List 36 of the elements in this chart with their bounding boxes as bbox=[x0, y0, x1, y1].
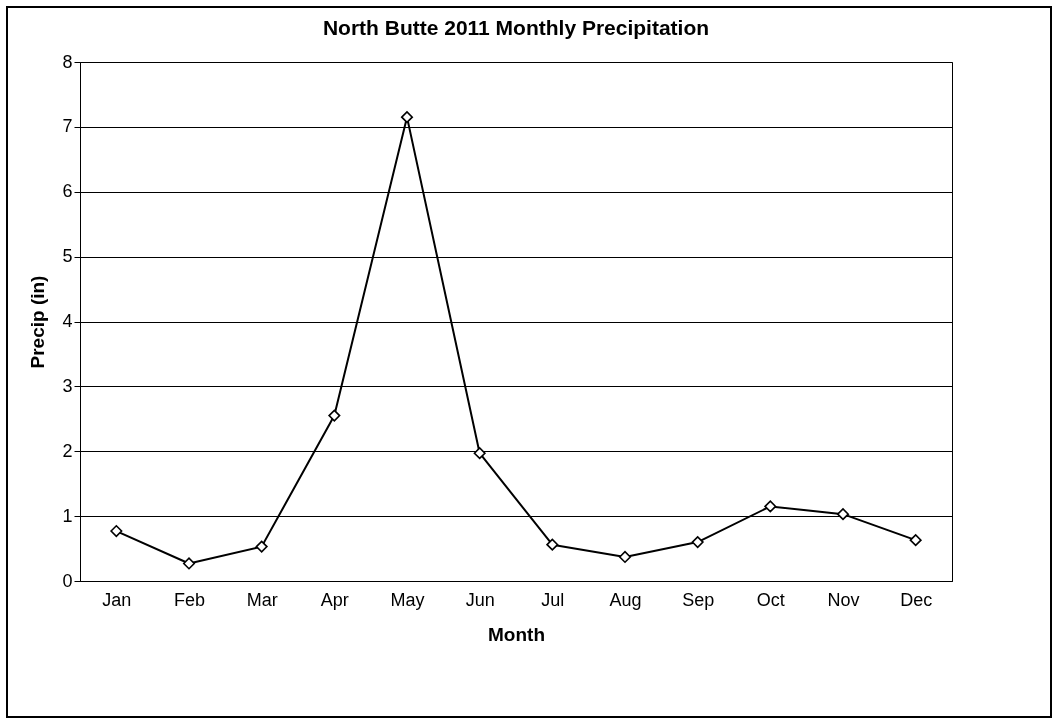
x-tick-label: Apr bbox=[320, 589, 349, 610]
point bbox=[328, 409, 341, 422]
x-tick-label: Nov bbox=[827, 589, 860, 610]
x-tick-label: Oct bbox=[756, 589, 785, 610]
y-tick-label: 6 bbox=[62, 181, 73, 202]
x-tick-label: Mar bbox=[246, 589, 278, 610]
x-tick-label: Jan bbox=[102, 589, 132, 610]
point bbox=[618, 550, 632, 564]
y-tick-label: 1 bbox=[62, 505, 73, 526]
x-tick-label: Jul bbox=[541, 589, 565, 610]
point bbox=[764, 500, 777, 513]
y-axis-title: Precip (in) bbox=[27, 275, 49, 369]
x-axis-title: Month bbox=[488, 623, 545, 645]
y-tick-label: 2 bbox=[62, 440, 73, 461]
point bbox=[909, 534, 922, 547]
x-tick-label: May bbox=[390, 589, 425, 610]
x-tick-label: Sep bbox=[682, 589, 715, 610]
y-tick-label: 0 bbox=[62, 570, 73, 591]
y-tick-label: 7 bbox=[62, 116, 73, 137]
x-tick-label: Aug bbox=[609, 589, 642, 610]
point bbox=[546, 538, 559, 551]
point bbox=[400, 111, 414, 124]
point bbox=[473, 447, 486, 460]
chart-title: North Butte 2011 Monthly Precipitation bbox=[322, 16, 710, 39]
point bbox=[255, 540, 268, 553]
y-tick-label: 5 bbox=[62, 246, 73, 267]
x-tick-label: Dec bbox=[900, 589, 933, 610]
point bbox=[182, 557, 196, 570]
x-tick-label: Feb bbox=[173, 589, 206, 610]
point bbox=[691, 536, 704, 549]
point bbox=[836, 508, 850, 521]
y-tick-label: 3 bbox=[62, 375, 73, 396]
x-tick-label: Jun bbox=[465, 589, 495, 610]
point bbox=[110, 525, 123, 538]
y-tick-label: 8 bbox=[62, 51, 73, 72]
y-tick-label: 4 bbox=[62, 311, 73, 331]
